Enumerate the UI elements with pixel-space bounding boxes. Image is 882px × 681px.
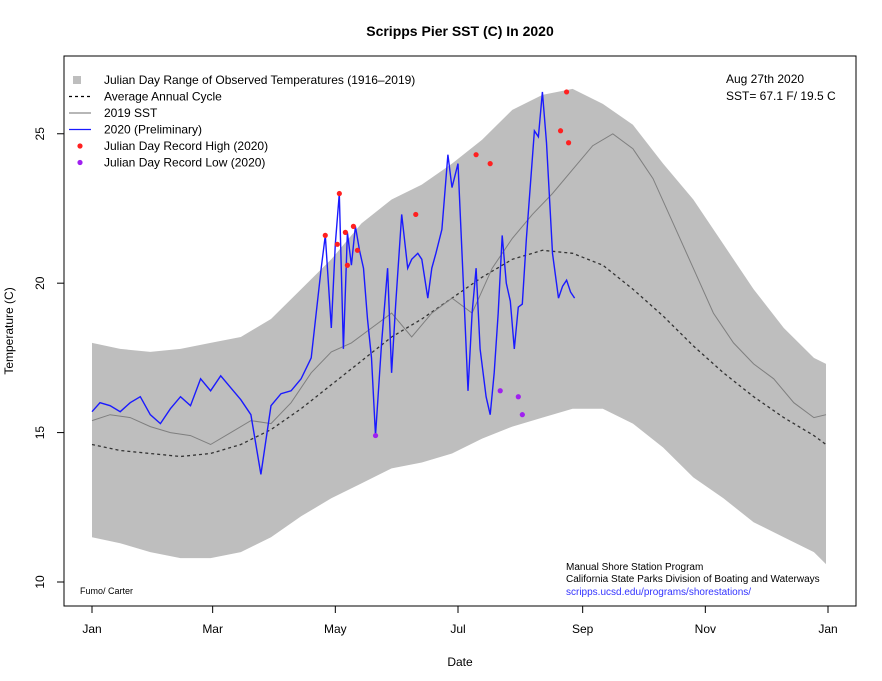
record-high-point <box>336 190 342 197</box>
record-low-point <box>497 388 503 394</box>
range-band <box>92 88 826 565</box>
legend-label: Julian Day Record High (2020) <box>104 139 268 153</box>
record-low-point <box>515 394 521 400</box>
record-high-point <box>487 161 493 167</box>
record-high-point <box>563 89 570 95</box>
x-tick-label: Nov <box>695 622 716 636</box>
chart-title: Scripps Pier SST (C) In 2020 <box>366 23 554 39</box>
legend-label: 2019 SST <box>104 106 158 120</box>
plot-area <box>91 88 827 565</box>
y-tick-label: 10 <box>33 575 47 589</box>
record-high-point <box>322 232 328 238</box>
legend: Julian Day Range of Observed Temperature… <box>69 73 415 170</box>
legend-label: Julian Day Record Low (2020) <box>104 156 265 170</box>
record-high-point <box>473 152 479 158</box>
url-link[interactable]: scripps.ucsd.edu/programs/shorestations/ <box>566 587 751 598</box>
x-tick-label: Mar <box>202 622 223 636</box>
axes: Jan Mar May Jul Sep Nov Jan 10 15 20 25 <box>33 127 838 636</box>
record-high-point <box>334 241 340 247</box>
record-low-point <box>372 432 379 439</box>
x-tick-label: May <box>324 622 347 636</box>
y-axis-label: Temperature (C) <box>2 287 16 374</box>
annotation-sst: SST= 67.1 F/ 19.5 C <box>726 89 836 103</box>
program-text: Manual Shore Station Program <box>566 562 703 573</box>
legend-swatch-range <box>73 76 81 84</box>
sst-2020-line <box>91 91 576 475</box>
avg-cycle-line <box>91 249 827 458</box>
legend-swatch-dot <box>77 159 83 166</box>
sst-2019-line <box>91 133 827 446</box>
legend-label: 2020 (Preliminary) <box>104 123 202 137</box>
record-high-point <box>342 229 348 235</box>
record-low-point <box>519 412 525 418</box>
annotation-date: Aug 27th 2020 <box>726 72 804 86</box>
agency-text: California State Parks Division of Boati… <box>566 574 820 585</box>
record-high-point <box>413 211 419 218</box>
record-high-point <box>354 247 361 253</box>
legend-swatch-dot <box>77 143 83 149</box>
x-tick-label: Jan <box>82 622 101 636</box>
x-axis-label: Date <box>447 655 473 669</box>
x-tick-label: Jan <box>818 622 837 636</box>
legend-label: Julian Day Range of Observed Temperature… <box>104 73 415 87</box>
x-tick-label: Sep <box>572 622 594 636</box>
record-high-point <box>557 128 564 134</box>
y-tick-label: 15 <box>33 426 47 440</box>
record-high-point <box>350 223 357 229</box>
x-tick-label: Jul <box>450 622 465 636</box>
y-tick-label: 20 <box>33 276 47 290</box>
legend-label: Average Annual Cycle <box>104 90 222 104</box>
record-high-point <box>344 262 350 268</box>
record-high-point <box>565 140 572 146</box>
y-tick-label: 25 <box>33 127 47 141</box>
credit-text: Fumo/ Carter <box>80 586 133 596</box>
